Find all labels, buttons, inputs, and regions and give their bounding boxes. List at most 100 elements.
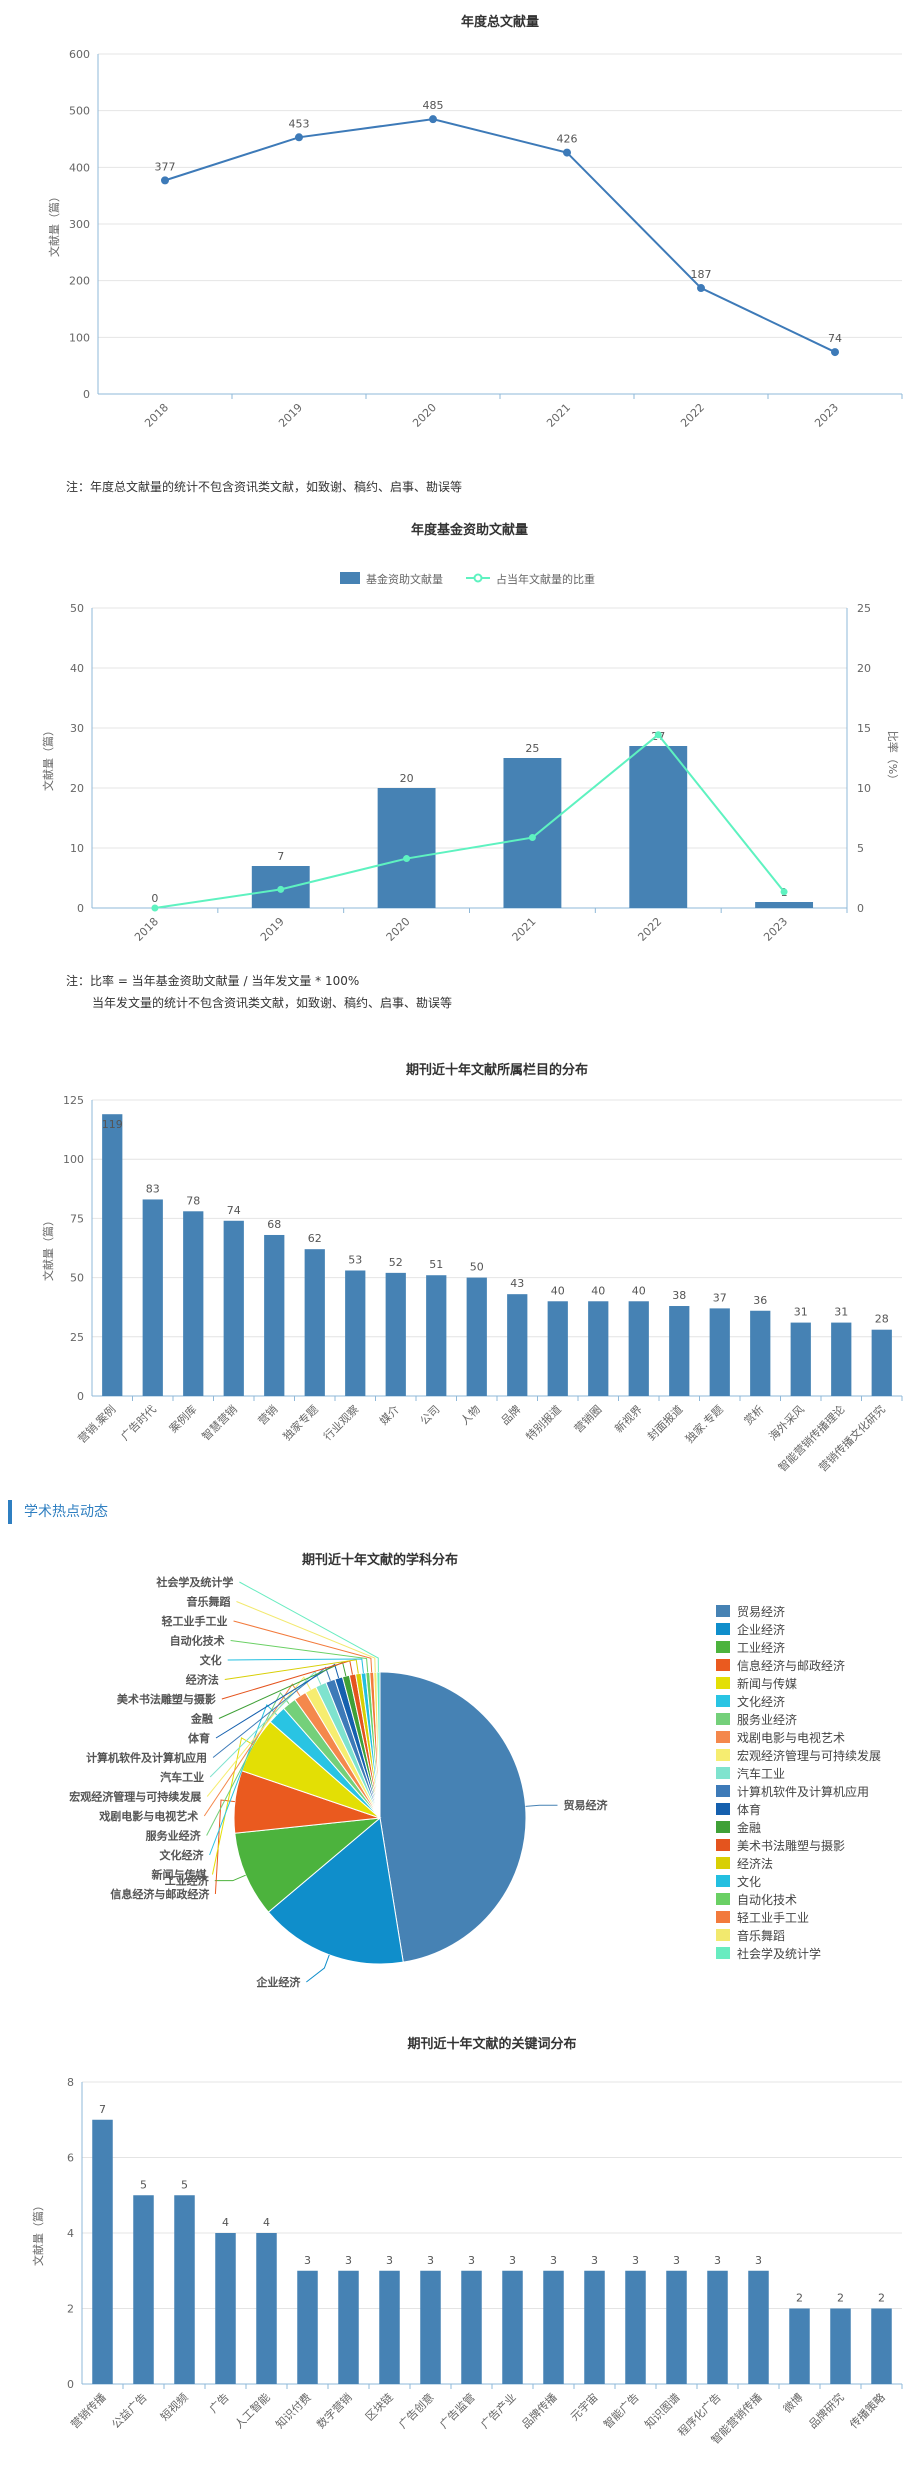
y-tick-label: 25 (70, 1331, 84, 1344)
legend-item[interactable]: 汽车工业 (716, 1764, 881, 1782)
pie-leader-line (525, 1804, 558, 1807)
funded-note-1: 注：比率 = 当年基金资助文献量 / 当年发文量 * 100% (66, 974, 360, 988)
legend-item[interactable]: 经济法 (716, 1854, 881, 1872)
pie-leader-line (203, 1683, 301, 1817)
bar (831, 1322, 852, 1396)
data-label: 5 (181, 2178, 188, 2191)
pie-label: 社会学及统计学 (155, 1575, 233, 1589)
legend-item[interactable]: 宏观经济管理与可持续发展 (716, 1746, 881, 1764)
legend-item[interactable]: 自动化技术 (716, 1890, 881, 1908)
bar (379, 2270, 400, 2384)
bar (345, 1270, 366, 1396)
legend-swatch (716, 1803, 730, 1815)
x-tick-label: 数字营销 (314, 2390, 355, 2431)
legend-label: 戏剧电影与电视艺术 (737, 1730, 846, 1745)
y-tick-label: 100 (69, 331, 90, 344)
bar (426, 1275, 447, 1396)
bar (789, 2308, 810, 2384)
chart-title: 期刊近十年文献所属栏目的分布 (406, 1062, 588, 1078)
x-tick-label: 知识付费 (273, 2390, 314, 2431)
y-axis-title: 文献量（篇） (31, 2200, 45, 2266)
legend-item[interactable]: 文化 (716, 1872, 881, 1890)
pie-label: 美术书法雕塑与摄影 (117, 1692, 216, 1706)
legend-item[interactable]: 金融 (716, 1818, 881, 1836)
x-tick-label: 封面报道 (644, 1402, 685, 1443)
legend-item[interactable]: 音乐舞蹈 (716, 1926, 881, 1944)
data-label: 20 (400, 772, 414, 785)
x-tick-label: 元宇宙 (567, 2390, 600, 2423)
data-label: 4 (263, 2216, 270, 2229)
legend-item[interactable]: 计算机软件及计算机应用 (716, 1782, 881, 1800)
data-label: 3 (714, 2254, 721, 2267)
y-tick-label: 10 (70, 842, 84, 855)
legend-item[interactable]: 服务业经济 (716, 1710, 881, 1728)
legend-item[interactable]: 美术书法雕塑与摄影 (716, 1836, 881, 1854)
bar (625, 2270, 646, 2384)
y2-axis-title: 比率（%） (886, 731, 900, 785)
x-tick-label: 广告创意 (396, 2390, 437, 2431)
y-tick-label: 300 (69, 218, 90, 231)
x-tick-label: 品牌传播 (519, 2390, 560, 2431)
y2-tick-label: 25 (857, 602, 871, 615)
data-label: 3 (509, 2254, 516, 2267)
x-tick-label: 2018 (132, 915, 161, 944)
x-tick-label: 特别报道 (523, 1402, 564, 1443)
legend-item[interactable]: 信息经济与邮政经济 (716, 1656, 881, 1674)
legend-label: 文化经济 (737, 1694, 786, 1709)
pie-leader-line (230, 1640, 369, 1673)
pie-label: 经济法 (186, 1673, 219, 1687)
x-tick-label: 营销传播 (68, 2390, 109, 2431)
data-point (161, 176, 169, 185)
data-label: 68 (267, 1218, 281, 1231)
legend-swatch (716, 1641, 730, 1653)
ratio-point (151, 904, 159, 912)
y2-tick-label: 10 (857, 782, 871, 795)
x-tick-label: 传播策略 (847, 2390, 888, 2431)
legend-swatch (716, 1695, 730, 1707)
legend-item[interactable]: 新闻与传媒 (716, 1674, 881, 1692)
data-label: 119 (102, 1118, 123, 1131)
chart-title: 期刊近十年文献的学科分布 (302, 1552, 458, 1568)
legend-label: 社会学及统计学 (737, 1946, 822, 1961)
bar (461, 2270, 482, 2384)
data-point (295, 133, 303, 142)
x-tick-label: 知识图谱 (642, 2390, 683, 2431)
legend-item[interactable]: 戏剧电影与电视艺术 (716, 1728, 881, 1746)
x-tick-label: 2019 (258, 915, 287, 944)
legend-item[interactable]: 体育 (716, 1800, 881, 1818)
x-tick-label: 微博 (780, 2390, 805, 2415)
data-label: 3 (386, 2254, 393, 2267)
y2-tick-label: 5 (857, 842, 864, 855)
legend-item[interactable]: 企业经济 (716, 1620, 881, 1638)
data-label: 83 (146, 1182, 160, 1195)
data-label: 50 (470, 1261, 484, 1274)
bar (385, 1272, 406, 1396)
data-label: 3 (468, 2254, 475, 2267)
legend-item[interactable]: 工业经济 (716, 1638, 881, 1656)
x-tick-label: 海外采风 (766, 1402, 807, 1443)
pie-leader-line (209, 1670, 322, 1778)
x-tick-label: 智能广告 (601, 2390, 642, 2431)
x-tick-label: 2021 (544, 401, 573, 430)
x-tick-label: 品牌 (498, 1402, 523, 1427)
data-point (697, 284, 705, 293)
legend-item[interactable]: 轻工业手工业 (716, 1908, 881, 1926)
legend-swatch (716, 1731, 730, 1743)
bar (502, 2270, 523, 2384)
y2-tick-label: 0 (857, 902, 864, 915)
legend-item[interactable]: 文化经济 (716, 1692, 881, 1710)
pie-label: 服务业经济 (146, 1829, 202, 1843)
legend-label: 汽车工业 (737, 1766, 786, 1781)
x-tick-label: 区块链 (362, 2390, 395, 2423)
y-axis-title: 文献量（篇） (47, 191, 61, 257)
legend-item[interactable]: 贸易经济 (716, 1602, 881, 1620)
legend-label: 服务业经济 (737, 1712, 798, 1727)
legend-item[interactable]: 社会学及统计学 (716, 1944, 881, 1962)
legend-swatch (716, 1767, 730, 1779)
data-label: 51 (429, 1258, 443, 1271)
bar (543, 2270, 564, 2384)
bar (547, 1301, 568, 1396)
data-label: 25 (525, 742, 539, 755)
bar (584, 2270, 605, 2384)
